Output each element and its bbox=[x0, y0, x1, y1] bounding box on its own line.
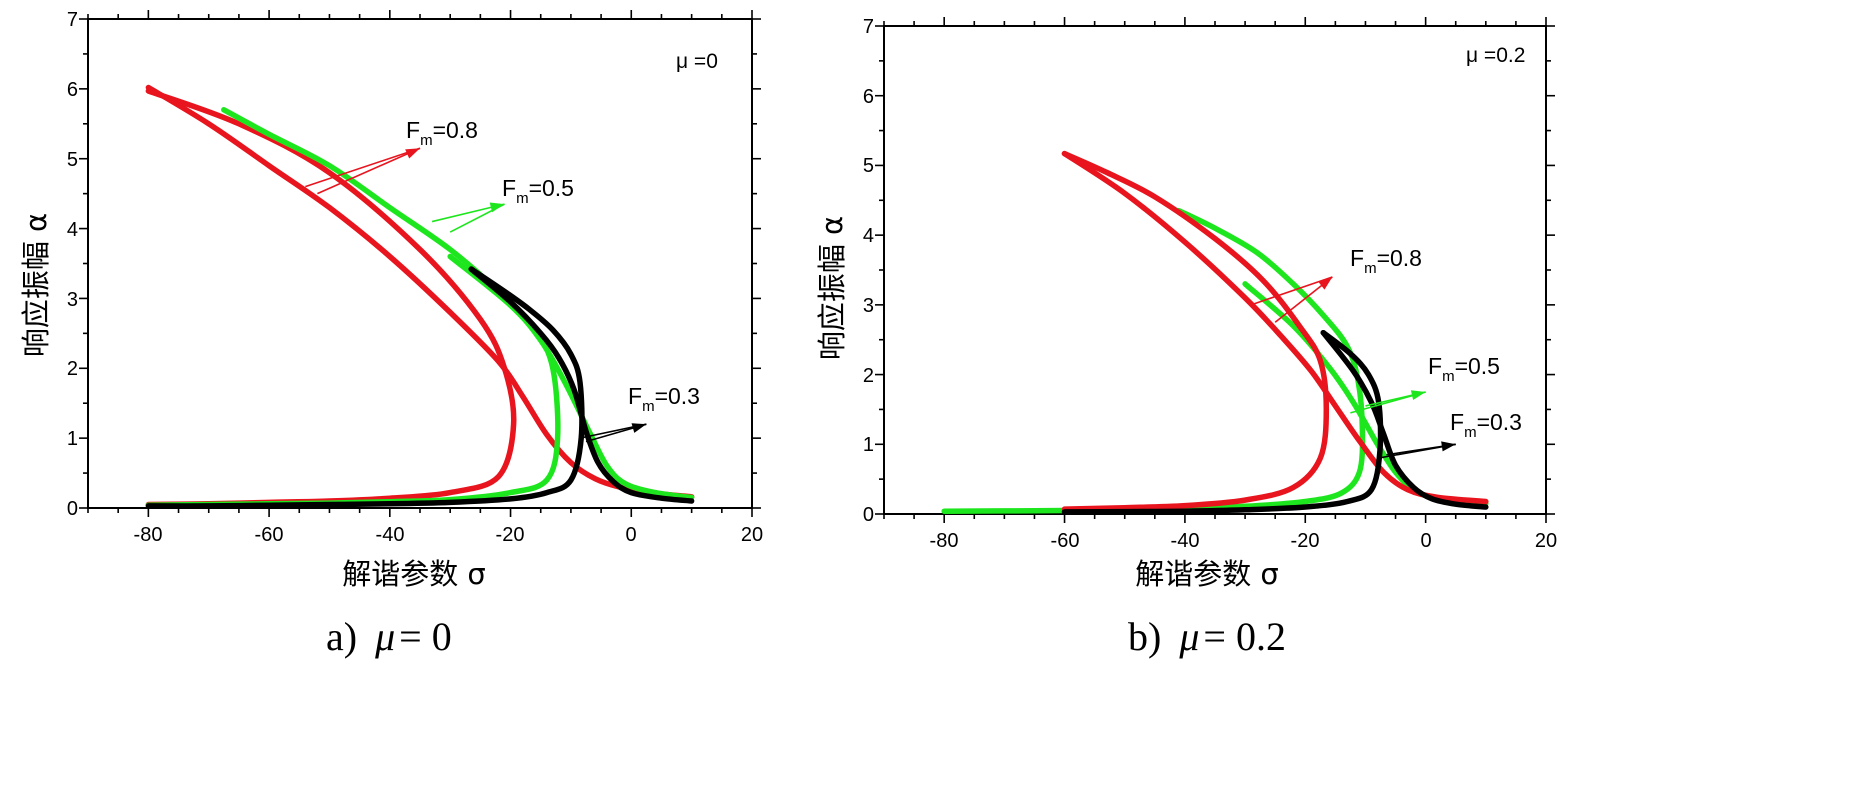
panel-b-xtick-label: -60 bbox=[1051, 530, 1080, 552]
panel-a-ytick-label: 1 bbox=[67, 428, 78, 450]
panel-a-series-line bbox=[145, 107, 561, 508]
panel-a-xtick-label: 20 bbox=[741, 524, 763, 546]
panel-b-y-axis-title: 响应振幅 α bbox=[815, 216, 849, 360]
panel-a-ytick-label: 6 bbox=[67, 79, 78, 101]
panel-a-curves bbox=[145, 84, 695, 509]
panel-b-ticks bbox=[875, 17, 1555, 523]
panel-b-annotation-arrowhead bbox=[1410, 390, 1426, 401]
panel-a-series-line bbox=[145, 88, 517, 508]
panel-a-ytick-label: 5 bbox=[67, 149, 78, 171]
panel-a-annotation-arrowhead bbox=[489, 202, 505, 213]
panel-b-xtick-label: 0 bbox=[1420, 530, 1431, 552]
panel-a-ytick-label: 0 bbox=[67, 498, 78, 520]
panel-a-series-line bbox=[468, 266, 695, 504]
panel-b-annotation-arrowhead bbox=[1318, 276, 1333, 290]
panel-a-label-fm-08: Fm=0.8 bbox=[406, 117, 478, 149]
panel-b-mu-label: μ =0.2 bbox=[1466, 44, 1525, 67]
panel-b-curves bbox=[941, 150, 1489, 515]
panel-a-plot-frame bbox=[87, 18, 753, 509]
panel-b-label-fm-08: Fm=0.8 bbox=[1350, 245, 1422, 277]
panel-a-series-line bbox=[145, 84, 695, 500]
panel-a-annotation-arrow-line bbox=[317, 147, 421, 195]
panel-a-caption: a) μ = 0 bbox=[326, 614, 452, 659]
panel-b-annotation-arrows bbox=[1250, 276, 1456, 460]
panel-a-series-line bbox=[145, 266, 585, 509]
panel-b-ytick-label: 4 bbox=[863, 225, 874, 247]
panel-a-xtick-label: -40 bbox=[376, 524, 405, 546]
panel-b-series-line bbox=[1061, 150, 1330, 512]
panel-a-ytick-label: 4 bbox=[67, 219, 78, 241]
panel-b-xtick-label: -20 bbox=[1291, 530, 1320, 552]
panel-a-ticks bbox=[79, 10, 761, 517]
panel-a-xtick-label: -60 bbox=[255, 524, 284, 546]
panel-a-mu-label: μ =0 bbox=[676, 50, 718, 73]
panel-a-y-axis-title: 响应振幅 α bbox=[19, 213, 53, 357]
panel-b-xtick-label: -80 bbox=[930, 530, 959, 552]
panel-b-label-fm-03: Fm=0.3 bbox=[1450, 409, 1522, 441]
panel-b-series-line bbox=[1320, 329, 1489, 510]
panel-a-ytick-label: 2 bbox=[67, 358, 78, 380]
panel-b-x-axis-title: 解谐参数 σ bbox=[1135, 557, 1279, 591]
panel-a-label-fm-05: Fm=0.5 bbox=[502, 175, 574, 207]
panel-a-ytick-label: 3 bbox=[67, 289, 78, 311]
panel-b: 0 1 2 3 4 5 6 7 -80 -60 -40 -20 0 20 解谐参… bbox=[815, 16, 1557, 659]
panel-a-annotation-arrow-line bbox=[305, 147, 421, 188]
panel-a-x-axis-title: 解谐参数 σ bbox=[342, 557, 486, 591]
panel-b-caption: b) μ = 0.2 bbox=[1128, 614, 1286, 659]
panel-a-annotation-arrowhead bbox=[631, 423, 647, 433]
panel-b-xtick-label: 20 bbox=[1535, 530, 1557, 552]
panel-b-annotation-arrowhead bbox=[1441, 441, 1456, 452]
panel-a-annotation-arrowhead bbox=[405, 148, 420, 159]
panel-b-ytick-label: 0 bbox=[863, 504, 874, 526]
panel-a-xtick-label: -80 bbox=[134, 524, 163, 546]
panel-a-ytick-label: 7 bbox=[67, 9, 78, 31]
panel-a-xtick-label: -20 bbox=[496, 524, 525, 546]
panel-b-ytick-label: 3 bbox=[863, 295, 874, 317]
panel-b-xtick-label: -40 bbox=[1171, 530, 1200, 552]
panel-b-ytick-label: 7 bbox=[863, 16, 874, 38]
panel-a-label-fm-03: Fm=0.3 bbox=[628, 383, 700, 415]
panel-b-series-line bbox=[1061, 329, 1384, 515]
panel-b-label-fm-05: Fm=0.5 bbox=[1428, 353, 1500, 385]
panel-b-ytick-label: 6 bbox=[863, 86, 874, 108]
panel-b-ytick-label: 5 bbox=[863, 155, 874, 177]
panel-a-annotation-arrows bbox=[305, 147, 647, 443]
panel-a-xtick-label: 0 bbox=[625, 524, 636, 546]
panel-a: 0 1 2 3 4 5 6 7 -80 -60 -40 -20 0 20 解谐参… bbox=[19, 9, 763, 659]
panel-b-ytick-label: 1 bbox=[863, 434, 874, 456]
panel-b-ytick-label: 2 bbox=[863, 365, 874, 387]
panel-b-series-line bbox=[1061, 150, 1489, 505]
